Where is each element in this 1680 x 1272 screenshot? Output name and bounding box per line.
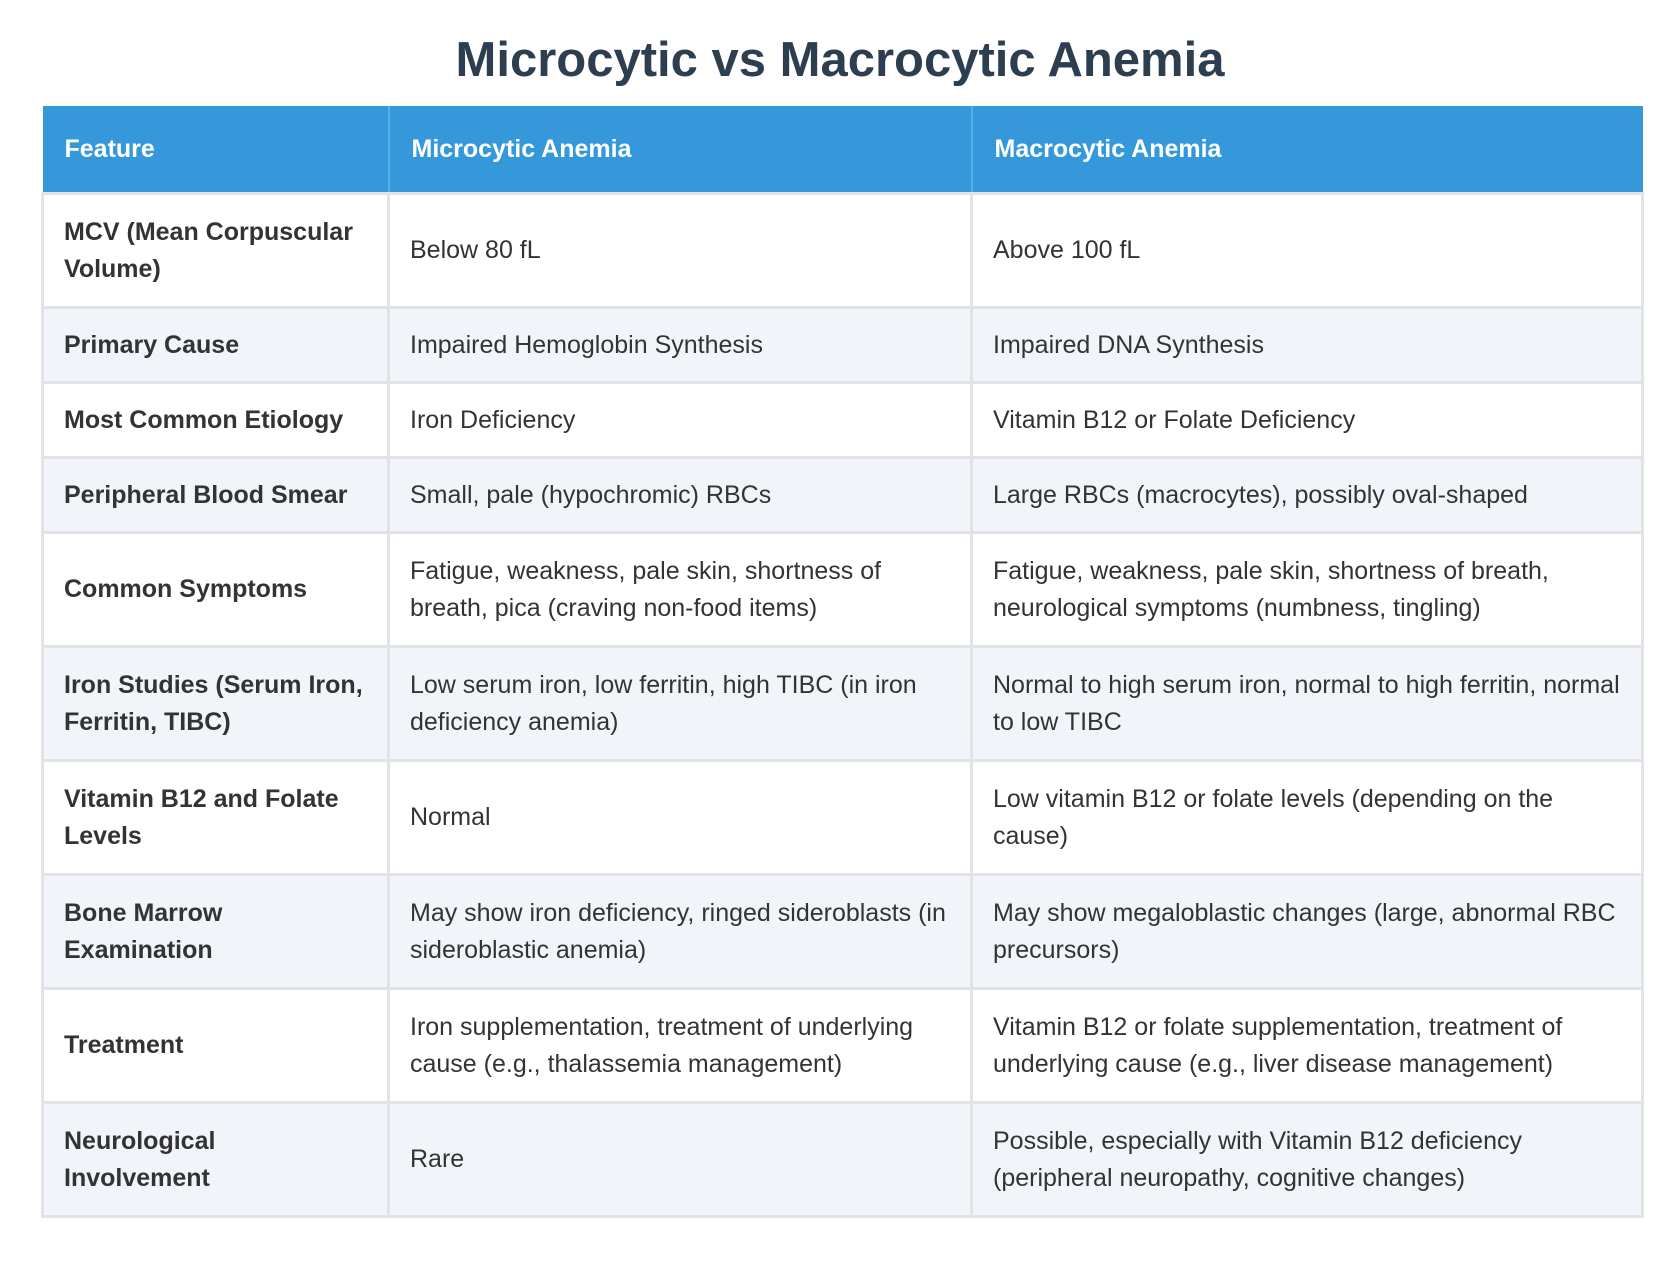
- table-row: Neurological Involvement Rare Possible, …: [41, 1101, 1644, 1218]
- table-row: Iron Studies (Serum Iron, Ferritin, TIBC…: [41, 645, 1644, 762]
- microcytic-cell: Rare: [387, 1101, 973, 1218]
- microcytic-cell: Impaired Hemoglobin Synthesis: [387, 306, 973, 384]
- header-macrocytic: Macrocytic Anemia: [971, 106, 1643, 195]
- feature-cell: Vitamin B12 and Folate Levels: [41, 759, 390, 876]
- microcytic-cell: Below 80 fL: [387, 192, 973, 309]
- table-row: Peripheral Blood Smear Small, pale (hypo…: [41, 456, 1644, 534]
- table-row: Treatment Iron supplementation, treatmen…: [41, 987, 1644, 1104]
- macrocytic-cell: May show megaloblastic changes (large, a…: [970, 873, 1644, 990]
- macrocytic-cell: Large RBCs (macrocytes), possibly oval-s…: [970, 456, 1644, 534]
- macrocytic-cell: Impaired DNA Synthesis: [970, 306, 1644, 384]
- macrocytic-cell: Possible, especially with Vitamin B12 de…: [970, 1101, 1644, 1218]
- macrocytic-cell: Low vitamin B12 or folate levels (depend…: [970, 759, 1644, 876]
- table-row: Common Symptoms Fatigue, weakness, pale …: [41, 531, 1644, 648]
- microcytic-cell: Low serum iron, low ferritin, high TIBC …: [387, 645, 973, 762]
- page-title: Microcytic vs Macrocytic Anemia: [455, 33, 1225, 87]
- header-feature: Feature: [42, 106, 390, 195]
- macrocytic-cell: Vitamin B12 or Folate Deficiency: [970, 381, 1644, 459]
- microcytic-cell: Small, pale (hypochromic) RBCs: [387, 456, 973, 534]
- feature-cell: Neurological Involvement: [41, 1101, 390, 1218]
- table-row: Most Common Etiology Iron Deficiency Vit…: [41, 381, 1644, 459]
- microcytic-cell: Normal: [387, 759, 973, 876]
- macrocytic-cell: Vitamin B12 or folate supplementation, t…: [970, 987, 1644, 1104]
- table-header-row: Feature Microcytic Anemia Macrocytic Ane…: [42, 106, 1643, 195]
- table-row: Primary Cause Impaired Hemoglobin Synthe…: [41, 306, 1644, 384]
- microcytic-cell: Iron Deficiency: [387, 381, 973, 459]
- feature-cell: Most Common Etiology: [41, 381, 390, 459]
- feature-cell: Common Symptoms: [41, 531, 390, 648]
- table-row: Bone Marrow Examination May show iron de…: [41, 873, 1644, 990]
- macrocytic-cell: Above 100 fL: [970, 192, 1644, 309]
- feature-cell: Primary Cause: [41, 306, 390, 384]
- feature-cell: Bone Marrow Examination: [41, 873, 390, 990]
- feature-cell: Peripheral Blood Smear: [41, 456, 390, 534]
- microcytic-cell: May show iron deficiency, ringed siderob…: [387, 873, 973, 990]
- macrocytic-cell: Normal to high serum iron, normal to hig…: [970, 645, 1644, 762]
- feature-cell: Iron Studies (Serum Iron, Ferritin, TIBC…: [41, 645, 390, 762]
- table-row: MCV (Mean Corpuscular Volume) Below 80 f…: [41, 192, 1644, 309]
- feature-cell: MCV (Mean Corpuscular Volume): [41, 192, 390, 309]
- microcytic-cell: Fatigue, weakness, pale skin, shortness …: [387, 531, 973, 648]
- comparison-table: Feature Microcytic Anemia Macrocytic Ane…: [41, 106, 1644, 1218]
- microcytic-cell: Iron supplementation, treatment of under…: [387, 987, 973, 1104]
- macrocytic-cell: Fatigue, weakness, pale skin, shortness …: [970, 531, 1644, 648]
- feature-cell: Treatment: [41, 987, 390, 1104]
- table-row: Vitamin B12 and Folate Levels Normal Low…: [41, 759, 1644, 876]
- header-microcytic: Microcytic Anemia: [388, 106, 973, 195]
